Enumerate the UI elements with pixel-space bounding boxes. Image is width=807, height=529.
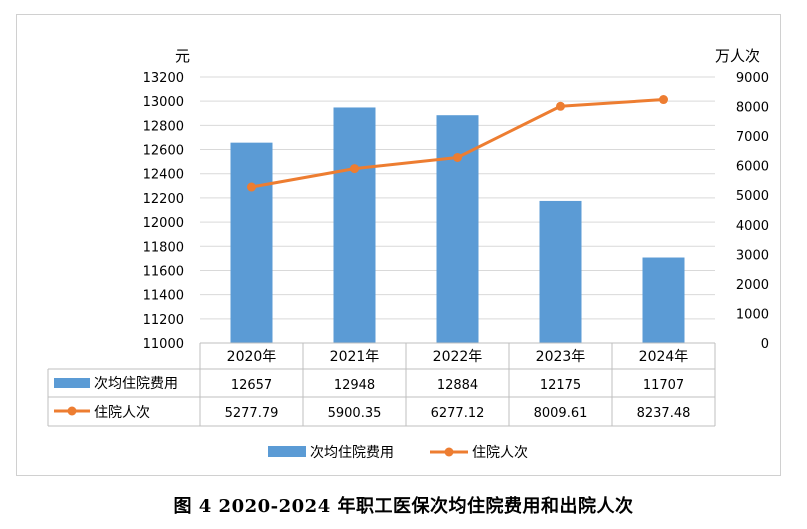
table-cell: 12657 xyxy=(231,378,272,393)
y-left-tick-label: 13000 xyxy=(143,95,184,110)
y-right-tick-label: 2000 xyxy=(736,278,769,293)
table-cell: 8237.48 xyxy=(637,406,691,421)
line-point xyxy=(556,101,565,111)
bar xyxy=(539,200,582,343)
line-point xyxy=(350,164,359,174)
y-left-tick-label: 11400 xyxy=(143,289,184,304)
y-left-tick-label: 13200 xyxy=(143,71,184,86)
x-tick-label: 2022年 xyxy=(433,349,483,365)
x-tick-label: 2024年 xyxy=(639,349,689,365)
table-cell: 6277.12 xyxy=(431,406,485,421)
y-right-tick-label: 7000 xyxy=(736,130,769,145)
y-right-unit: 万人次 xyxy=(715,47,760,65)
table-cell: 11707 xyxy=(643,378,684,393)
bar xyxy=(230,142,273,343)
y-right-tick-label: 0 xyxy=(761,337,769,352)
bar xyxy=(642,257,685,343)
table-cell: 5900.35 xyxy=(328,406,382,421)
y-left-tick-label: 11200 xyxy=(143,313,184,328)
y-left-unit: 元 xyxy=(175,47,190,65)
legend-key-bar xyxy=(268,446,306,457)
legend-label: 住院人次 xyxy=(472,445,528,461)
x-tick-label: 2023年 xyxy=(536,349,586,365)
y-right-tick-label: 8000 xyxy=(736,101,769,116)
bar-series xyxy=(230,107,685,344)
x-tick-label: 2020年 xyxy=(227,349,277,365)
line-point xyxy=(659,95,668,105)
y-left-tick-label: 11600 xyxy=(143,264,184,279)
y-left-tick-label: 11000 xyxy=(143,337,184,352)
y-left-tick-label: 11800 xyxy=(143,240,184,255)
figure-caption: 图 4 2020-2024 年职工医保次均住院费用和出院人次 xyxy=(173,496,634,517)
line-series xyxy=(247,95,668,192)
table-key-bar xyxy=(54,378,90,388)
legend: 次均住院费用 住院人次 xyxy=(268,445,528,461)
combo-chart: 元 万人次 11000 11200 11400 11600 11800 12000 1220… xyxy=(47,47,769,461)
axes: 元 万人次 11000 11200 11400 11600 11800 12000 1220… xyxy=(143,47,769,352)
y-left-tick-label: 12400 xyxy=(143,168,184,183)
y-right-tick-label: 1000 xyxy=(736,307,769,322)
line-point xyxy=(247,182,256,192)
chart-frame: 元 万人次 11000 11200 11400 11600 11800 12000 1220… xyxy=(16,14,781,476)
y-left-tick-label: 12800 xyxy=(143,119,184,134)
table-key-marker xyxy=(67,406,77,416)
line-point xyxy=(453,152,462,162)
y-left-tick-label: 12200 xyxy=(143,192,184,207)
table-row-label: 次均住院费用 xyxy=(94,376,178,392)
legend-key-marker xyxy=(444,447,454,457)
table-cell: 8009.61 xyxy=(534,406,588,421)
x-tick-label: 2021年 xyxy=(330,349,380,365)
legend-label: 次均住院费用 xyxy=(310,445,394,461)
y-left-tick-label: 12000 xyxy=(143,216,184,231)
y-right-tick-label: 4000 xyxy=(736,219,769,234)
table-cell: 5277.79 xyxy=(225,406,279,421)
y-right-tick-label: 9000 xyxy=(736,71,769,86)
table-cell: 12175 xyxy=(540,378,581,393)
table-cell: 12948 xyxy=(334,378,375,393)
y-left-tick-label: 12600 xyxy=(143,144,184,159)
y-right-tick-label: 3000 xyxy=(736,248,769,263)
table-row-label: 住院人次 xyxy=(94,405,150,421)
y-right-tick-label: 5000 xyxy=(736,189,769,204)
bar xyxy=(333,107,376,344)
y-right-tick-label: 6000 xyxy=(736,160,769,175)
table-cell: 12884 xyxy=(437,378,478,393)
